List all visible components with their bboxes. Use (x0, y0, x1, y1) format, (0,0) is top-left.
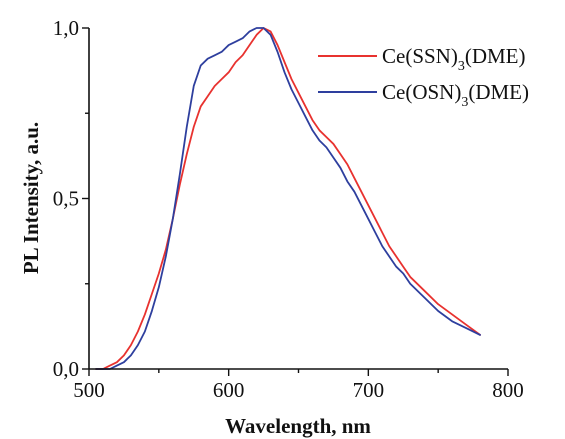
plot-area (95, 27, 481, 370)
x-tick-label: 800 (492, 378, 524, 402)
y-tick-label: 1,0 (53, 16, 79, 40)
legend: Ce(SSN)3(DME) Ce(OSN)3(DME) (318, 44, 529, 110)
x-axis-title: Wavelength, nm (225, 414, 371, 438)
legend-label-1: Ce(SSN)3(DME) (382, 44, 526, 74)
legend-label-2: Ce(OSN)3(DME) (382, 80, 529, 110)
x-tick-label: 600 (213, 378, 245, 402)
y-tick-label: 0,0 (53, 357, 79, 381)
y-tick-label: 0,5 (53, 187, 79, 211)
y-axis-title: PL Intensity, a.u. (19, 122, 43, 274)
x-tick-label: 700 (353, 378, 385, 402)
series-line-1 (95, 27, 481, 370)
x-tick-label: 500 (73, 378, 105, 402)
ticks: 500 600 700 800 0,0 0,5 1,0 (53, 16, 524, 402)
series-line-2 (95, 27, 481, 370)
